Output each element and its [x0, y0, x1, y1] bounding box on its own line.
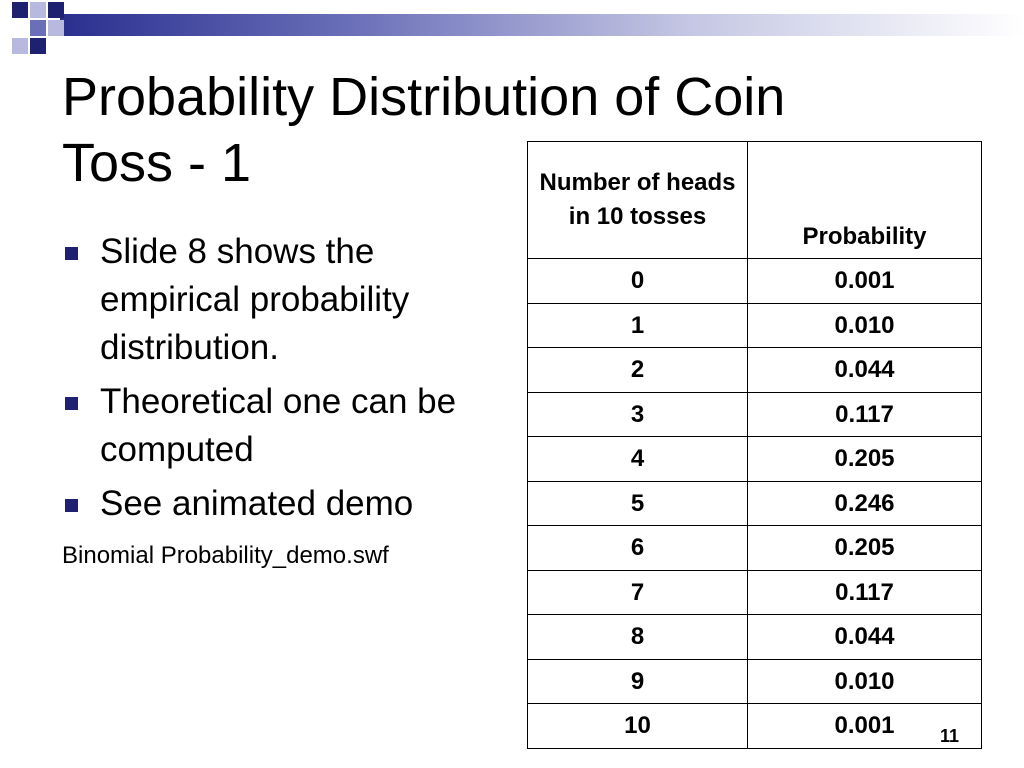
table-row: 5 0.246: [527, 480, 982, 526]
table-row: 7 0.117: [527, 569, 982, 615]
deco-square: [30, 20, 46, 36]
deco-square: [48, 2, 64, 18]
probability-cell: 0.205: [747, 436, 982, 482]
table-row: 2 0.044: [527, 347, 982, 393]
square-bullet-icon: [65, 397, 78, 410]
bullet-item: Theoretical one can be computed: [62, 378, 482, 474]
page-number: 11: [940, 726, 960, 746]
heads-cell: 2: [527, 347, 748, 393]
slide-title: Probability Distribution of Coin Toss - …: [62, 67, 786, 193]
heads-cell: 0: [527, 258, 748, 304]
probability-cell: 0.044: [747, 614, 982, 660]
probability-cell: 0.117: [747, 569, 982, 615]
table-row: 10 0.001: [527, 703, 982, 749]
bullet-text: Theoretical one can be computed: [100, 382, 457, 469]
probability-cell: 0.044: [747, 347, 982, 393]
header-gradient-bar: [60, 14, 1024, 36]
deco-square: [30, 2, 46, 18]
table-row: 8 0.044: [527, 614, 982, 660]
heads-cell: 9: [527, 658, 748, 704]
probability-cell: 0.117: [747, 391, 982, 437]
deco-square: [12, 2, 28, 18]
header-probability: Probability: [747, 141, 982, 259]
table-row: 1 0.010: [527, 302, 982, 348]
heads-cell: 4: [527, 436, 748, 482]
bullet-text: See animated demo: [100, 484, 414, 523]
bullet-item: See animated demo: [62, 480, 482, 528]
probability-cell: 0.205: [747, 525, 982, 571]
heads-cell: 7: [527, 569, 748, 615]
probability-cell: 0.001: [747, 258, 982, 304]
heads-cell: 8: [527, 614, 748, 660]
deco-square: [48, 20, 64, 36]
probability-cell: 0.010: [747, 302, 982, 348]
heads-cell: 5: [527, 480, 748, 526]
demo-file-link[interactable]: Binomial Probability_demo.swf: [62, 542, 389, 569]
table-row: 4 0.205: [527, 436, 982, 482]
bullet-item: Slide 8 shows the empirical probability …: [62, 228, 482, 372]
table-row: 6 0.205: [527, 525, 982, 571]
deco-square: [30, 38, 46, 54]
table-row: 0 0.001: [527, 258, 982, 304]
heads-cell: 6: [527, 525, 748, 571]
heads-cell: 10: [527, 703, 748, 749]
table-row: 9 0.010: [527, 658, 982, 704]
probability-cell: 0.010: [747, 658, 982, 704]
deco-square: [12, 38, 28, 54]
heads-cell: 3: [527, 391, 748, 437]
probability-cell: 0.246: [747, 480, 982, 526]
probability-cell: 0.001: [747, 703, 982, 749]
bullet-text: Slide 8 shows the empirical probability …: [100, 232, 410, 367]
probability-table: Number of heads in 10 tosses Probability…: [527, 141, 982, 749]
table-row: 3 0.117: [527, 391, 982, 437]
heads-cell: 1: [527, 302, 748, 348]
square-bullet-icon: [65, 499, 78, 512]
bullet-list: Slide 8 shows the empirical probability …: [62, 228, 482, 534]
header-heads: Number of heads in 10 tosses: [527, 141, 748, 259]
table-header-row: Number of heads in 10 tosses Probability: [527, 141, 982, 259]
square-bullet-icon: [65, 247, 78, 260]
